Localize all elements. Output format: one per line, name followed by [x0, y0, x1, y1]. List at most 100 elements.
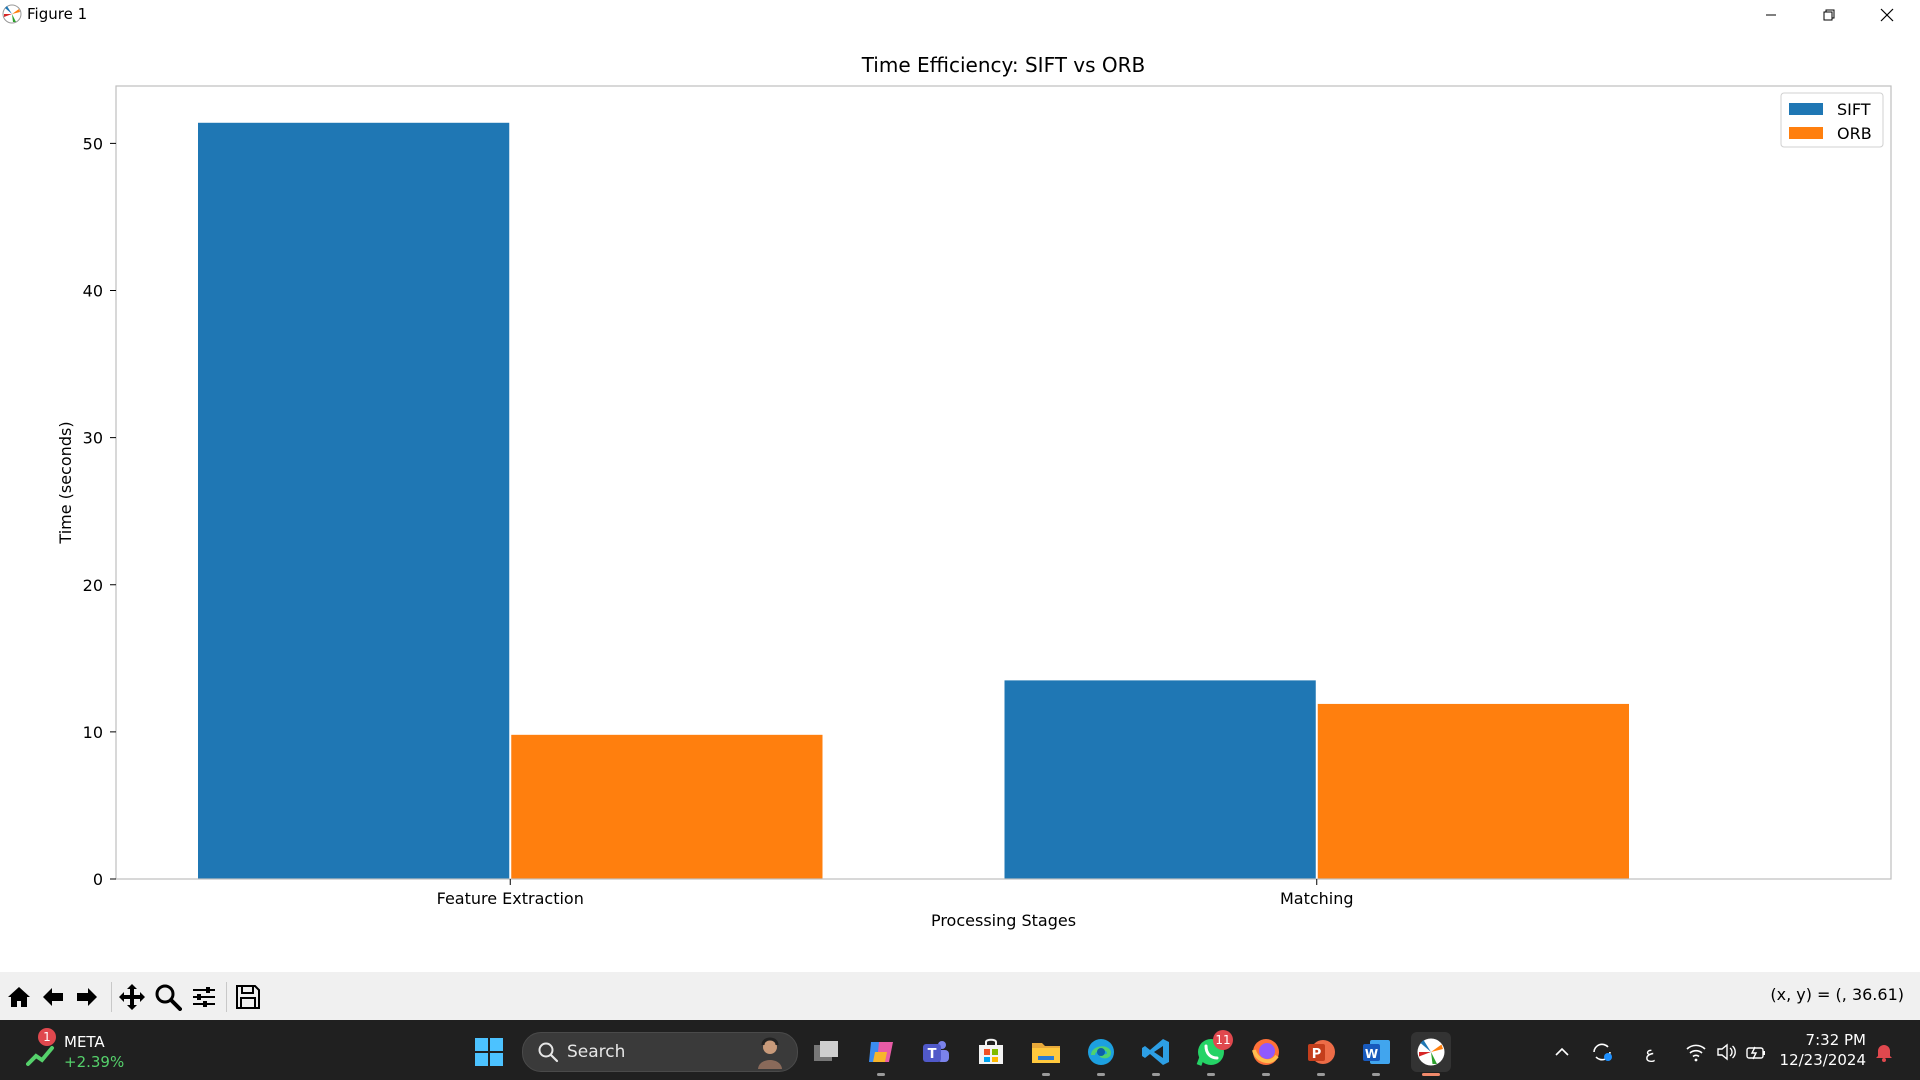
- toolbar-separator: [111, 982, 112, 1012]
- search-label: Search: [567, 1042, 626, 1062]
- tray-volume[interactable]: [1712, 1038, 1740, 1066]
- notification-center-button[interactable]: [1870, 1038, 1898, 1066]
- home-button[interactable]: [4, 982, 34, 1012]
- clock-time: 7:32 PM: [1805, 1031, 1866, 1049]
- restore-button[interactable]: [1800, 0, 1858, 29]
- pan-button[interactable]: [117, 982, 147, 1012]
- notification-bell-icon: [1876, 1045, 1892, 1062]
- toolbar-separator: [226, 982, 227, 1012]
- sync-icon: [1593, 1043, 1612, 1061]
- taskbar-word[interactable]: W: [1356, 1032, 1396, 1076]
- vscode-icon: [1142, 1039, 1169, 1065]
- search-highlight-icon: [758, 1037, 782, 1069]
- taskbar-firefox[interactable]: [1246, 1032, 1286, 1076]
- matplotlib-logo-icon: [1417, 1038, 1445, 1066]
- tray-wifi[interactable]: [1682, 1038, 1710, 1066]
- tray-battery[interactable]: [1742, 1038, 1770, 1066]
- chart-title: Time Efficiency: SIFT vs ORB: [861, 53, 1146, 77]
- running-indicator: [1097, 1073, 1105, 1076]
- word-icon: W: [1363, 1040, 1390, 1064]
- bar-sift-1: [1004, 680, 1316, 879]
- zoom-icon: [155, 984, 182, 1011]
- svg-text:P: P: [1312, 1047, 1322, 1062]
- axes-frame: [115, 85, 1892, 880]
- running-indicator: [1152, 1073, 1160, 1076]
- window-titlebar: Figure 1: [0, 0, 1920, 30]
- legend-label-orb: ORB: [1837, 124, 1872, 143]
- running-indicator: [1207, 1073, 1215, 1076]
- bar-sift-0: [198, 122, 510, 880]
- y-tick-label: 30: [83, 429, 103, 448]
- taskbar-vscode[interactable]: [1136, 1032, 1176, 1076]
- pan-icon: [119, 984, 145, 1010]
- running-indicator: [1262, 1073, 1270, 1076]
- wifi-icon: [1686, 1044, 1706, 1062]
- folder-icon: [1032, 1043, 1060, 1063]
- bar-chart: 0 10 20 30 40 50 Feature Extraction Matching Tim…: [56, 53, 1892, 930]
- stock-chart-icon: [26, 1046, 54, 1066]
- volume-icon: [1717, 1043, 1736, 1061]
- svg-text:W: W: [1365, 1047, 1378, 1061]
- configure-subplots-button[interactable]: [189, 982, 219, 1012]
- save-icon: [236, 985, 260, 1009]
- x-axis-label: Processing Stages: [931, 911, 1076, 930]
- y-tick-label: 0: [93, 870, 103, 889]
- input-language[interactable]: ع: [1645, 1042, 1655, 1062]
- teams-icon: T: [923, 1041, 949, 1062]
- back-icon: [43, 988, 63, 1006]
- taskbar-store[interactable]: [971, 1032, 1011, 1072]
- save-button[interactable]: [233, 982, 263, 1012]
- search-icon: [538, 1042, 559, 1063]
- home-icon: [8, 987, 30, 1007]
- taskbar-edge[interactable]: [1081, 1032, 1121, 1076]
- firefox-icon: [1252, 1039, 1279, 1065]
- widget-badge: 1: [38, 1028, 56, 1046]
- task-view-icon: [814, 1041, 838, 1061]
- running-indicator: [1317, 1073, 1325, 1076]
- legend-swatch-sift: [1789, 103, 1823, 115]
- taskbar-powerpoint[interactable]: P: [1301, 1032, 1341, 1076]
- bar-orb-1: [1317, 703, 1629, 879]
- start-button[interactable]: [469, 1032, 509, 1072]
- system-clock[interactable]: 7:32 PM 12/23/2024: [1780, 1030, 1866, 1070]
- y-tick-label: 10: [83, 723, 103, 742]
- search-box[interactable]: Search: [522, 1032, 798, 1072]
- restore-icon: [1823, 9, 1835, 20]
- taskbar-whatsapp[interactable]: 11: [1191, 1030, 1233, 1076]
- taskbar-matplotlib-figure[interactable]: [1411, 1032, 1451, 1076]
- copilot-icon: [869, 1042, 893, 1062]
- figure-canvas[interactable]: 0 10 20 30 40 50 Feature Extraction Matching Tim…: [0, 29, 1920, 972]
- y-tick-label: 50: [83, 134, 103, 153]
- svg-text:T: T: [928, 1047, 937, 1062]
- minimize-button[interactable]: [1742, 0, 1800, 29]
- edge-icon: [1088, 1039, 1114, 1065]
- y-tick-label: 40: [83, 282, 103, 301]
- notification-badge: 11: [1213, 1030, 1233, 1050]
- taskbar-teams[interactable]: T: [916, 1032, 956, 1072]
- running-indicator: [877, 1073, 885, 1076]
- close-button[interactable]: [1858, 0, 1916, 29]
- x-tick-label: Matching: [1280, 889, 1354, 908]
- configure-icon: [193, 987, 215, 1007]
- windows-logo-icon: [475, 1038, 503, 1066]
- legend-swatch-orb: [1789, 127, 1823, 139]
- y-axis-label: Time (seconds): [56, 421, 75, 544]
- minimize-icon: [1766, 14, 1776, 15]
- x-tick-label: Feature Extraction: [437, 889, 584, 908]
- taskbar-file-explorer[interactable]: [1026, 1032, 1066, 1076]
- stock-widget[interactable]: 1 META +2.39%: [22, 1028, 142, 1072]
- taskbar-copilot[interactable]: [861, 1032, 901, 1076]
- window-title: Figure 1: [27, 5, 88, 23]
- legend-label-sift: SIFT: [1837, 100, 1871, 119]
- back-button[interactable]: [38, 982, 68, 1012]
- tray-overflow-button[interactable]: [1548, 1038, 1576, 1066]
- forward-button[interactable]: [72, 982, 102, 1012]
- running-indicator: [1372, 1073, 1380, 1076]
- zoom-button[interactable]: [153, 982, 183, 1012]
- taskbar-task-view[interactable]: [806, 1032, 846, 1072]
- y-tick-label: 20: [83, 576, 103, 595]
- close-icon: [1880, 8, 1894, 21]
- tray-sync[interactable]: [1588, 1038, 1616, 1066]
- powerpoint-icon: P: [1308, 1040, 1335, 1064]
- running-indicator: [1042, 1073, 1050, 1076]
